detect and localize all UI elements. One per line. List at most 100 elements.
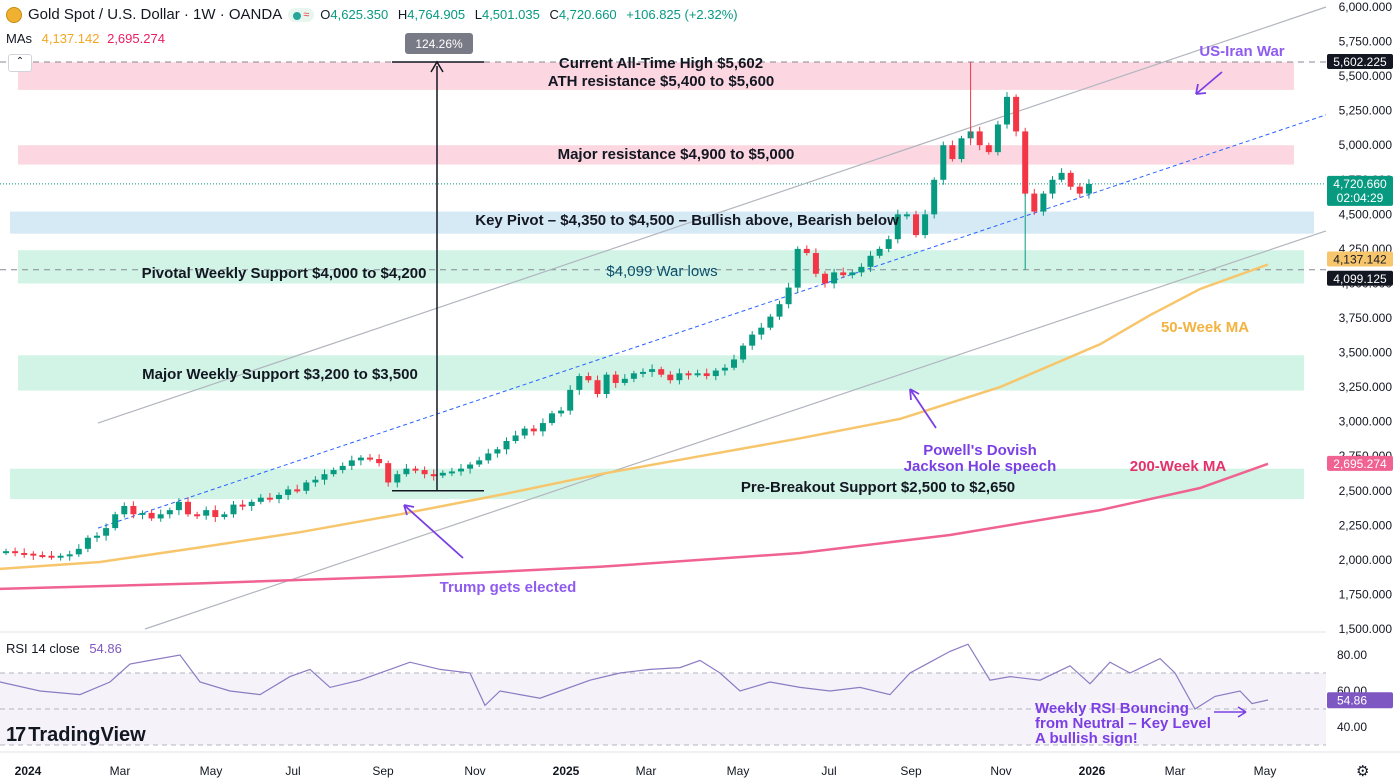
candle-body	[576, 376, 583, 390]
price-axis-tag	[1327, 270, 1393, 286]
candle-body	[913, 214, 919, 236]
price-tick-label: 2,250.000	[1339, 518, 1393, 532]
price-tick-label: 3,000.000	[1339, 415, 1393, 429]
candle-body	[367, 457, 373, 460]
candle-body	[221, 514, 228, 518]
zone-label: Pre-Breakout Support $2,500 to $2,650	[741, 479, 1015, 496]
bar-countdown: 02:04:29	[1337, 191, 1384, 205]
candle-body	[257, 497, 264, 502]
zone-label: Current All-Time High $5,602	[559, 55, 763, 72]
candle-body	[439, 472, 446, 476]
price-tick-label: 1,500.000	[1339, 622, 1393, 636]
candle-body	[321, 474, 328, 480]
candle-body	[940, 145, 947, 180]
candle-body	[503, 441, 510, 450]
candle-body	[931, 179, 938, 215]
tradingview-logo[interactable]: 17 TradingView	[6, 724, 146, 747]
candle-body	[594, 380, 601, 395]
rsi-annotation: Weekly RSI Bouncing	[1035, 700, 1189, 717]
candle-body	[512, 435, 519, 442]
collapse-legend-button[interactable]: ⌃	[8, 54, 32, 72]
candle-body	[603, 374, 610, 395]
candle-body	[203, 510, 210, 516]
time-tick-label: Jul	[821, 764, 836, 778]
candle-body	[703, 373, 710, 377]
candle-body	[194, 514, 201, 517]
price-axis-bg	[1326, 0, 1400, 782]
annotation-powell-line1: Powell's Dovish	[923, 442, 1037, 459]
channel-mid-line	[97, 114, 1327, 529]
candle-body	[39, 555, 46, 558]
price-axis-tag-text: 4,099.125	[1333, 272, 1387, 286]
candle-body	[767, 316, 774, 328]
candle-body	[112, 514, 119, 529]
candle-body	[922, 214, 929, 236]
time-tick-label: 2024	[15, 764, 42, 778]
candle-body	[903, 214, 910, 217]
candle-body	[330, 470, 337, 475]
symbol-title[interactable]: Gold Spot / U.S. Dollar · 1W · OANDA	[28, 6, 283, 23]
candle-body	[849, 272, 856, 276]
measure-label: 124.26%	[415, 37, 463, 51]
ma-legend-label: MAs	[6, 31, 32, 46]
measure-arrow-icon	[430, 60, 444, 73]
rsi-line	[0, 643, 1269, 710]
ma200-line	[0, 462, 1269, 591]
ma-legend[interactable]: MAs 4,137.142 2,695.274	[6, 31, 165, 46]
candle-body	[740, 345, 747, 360]
candle-body	[721, 367, 728, 371]
candle-body	[776, 304, 783, 317]
time-tick-label: Mar	[1165, 764, 1186, 778]
ohlc-readout: O4,625.350 H4,764.905 L4,501.035 C4,720.…	[320, 7, 738, 22]
candle-body	[985, 145, 992, 153]
rsi-legend[interactable]: RSI 14 close 54.86	[6, 641, 122, 656]
candle-body	[75, 548, 82, 555]
ma200-value: 2,695.274	[107, 31, 165, 46]
rsi-tick-label: 80.00	[1337, 648, 1367, 662]
price-tick-label: 2,500.000	[1339, 484, 1393, 498]
candle-body	[649, 369, 656, 372]
market-status-pill[interactable]: ≈	[288, 7, 315, 22]
time-tick-label: May	[727, 764, 750, 778]
candle-body	[348, 460, 355, 466]
candle-body	[48, 555, 55, 558]
zone-band	[10, 468, 1304, 500]
last-price-tag	[1327, 175, 1393, 206]
price-tick-label: 6,000.000	[1339, 0, 1393, 14]
tradingview-mark-icon: 17	[6, 724, 26, 746]
candle-body	[412, 468, 419, 471]
candle-body	[549, 413, 555, 424]
price-tick-label: 3,750.000	[1339, 311, 1393, 325]
candle-body	[1031, 193, 1038, 212]
candle-body	[1067, 172, 1074, 187]
settings-gear-icon[interactable]: ⚙	[1356, 763, 1370, 780]
candle-body	[157, 514, 164, 519]
zone-label: Pivotal Weekly Support $4,000 to $4,200	[142, 265, 427, 282]
candle-body	[1004, 96, 1010, 125]
candle-body	[121, 505, 128, 515]
price-tick-label: 4,500.000	[1339, 207, 1393, 221]
time-tick-label: Nov	[990, 764, 1011, 778]
candle-body	[494, 449, 501, 454]
candle-body	[103, 528, 110, 536]
price-axis-tag-text: 5,602.225	[1333, 55, 1387, 69]
candle-body	[212, 510, 219, 518]
candle-body	[57, 555, 64, 558]
channel-upper-line	[97, 6, 1327, 424]
candle-body	[585, 376, 592, 381]
annotation-trump-elected: Trump gets elected	[440, 579, 577, 596]
candle-body	[166, 510, 173, 515]
price-axis-tag-text: 2,695.274	[1333, 457, 1387, 471]
candle-body	[685, 373, 692, 376]
price-tick-label: 5,000.000	[1339, 138, 1393, 152]
zone-label: ATH resistance $5,400 to $5,600	[548, 73, 775, 90]
candle-body	[21, 552, 28, 555]
rsi-annotation: from Neutral – Key Level	[1035, 715, 1211, 732]
ma50-value: 4,137.142	[41, 31, 100, 46]
candle-body	[467, 464, 474, 469]
candle-body	[630, 373, 637, 379]
candle-body	[84, 537, 91, 549]
trump-arrow-icon	[403, 504, 464, 559]
candle-body	[239, 504, 246, 507]
